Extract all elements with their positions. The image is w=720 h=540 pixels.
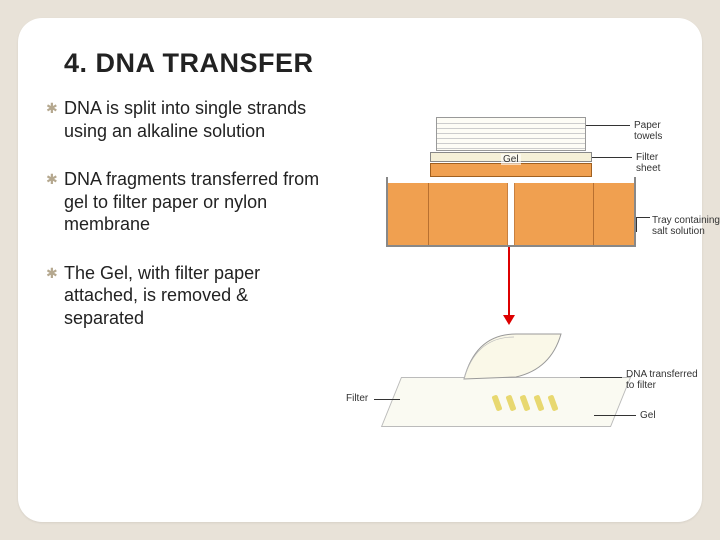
transfer-arrow [508, 247, 510, 317]
bullet-text: DNA fragments transferred from gel to fi… [64, 168, 326, 236]
bullet-icon: ✱ [46, 262, 64, 283]
label-tray: Tray containing salt solution [652, 215, 720, 237]
diagram-canvas: Gel Paper towels Filter sheet Tray conta… [336, 97, 674, 457]
center-support [507, 183, 515, 245]
bullet-text: DNA is split into single strands using a… [64, 97, 326, 142]
label-paper-towels: Paper towels [634, 120, 674, 142]
slide-card: 4. DNA TRANSFER ✱ DNA is split into sing… [18, 18, 702, 522]
transfer-arrow-head [503, 315, 515, 325]
list-item: ✱ The Gel, with filter paper attached, i… [46, 262, 326, 330]
gel-top-label: Gel [501, 154, 521, 165]
diagram: Gel Paper towels Filter sheet Tray conta… [336, 97, 674, 457]
list-item: ✱ DNA fragments transferred from gel to … [46, 168, 326, 236]
bullet-list: ✱ DNA is split into single strands using… [46, 97, 326, 457]
paper-towel-stack [436, 117, 586, 151]
slide-title: 4. DNA TRANSFER [64, 48, 674, 79]
bullet-text: The Gel, with filter paper attached, is … [64, 262, 326, 330]
bullet-icon: ✱ [46, 97, 64, 118]
label-filter-bottom: Filter [346, 393, 368, 404]
content-row: ✱ DNA is split into single strands using… [46, 97, 674, 457]
label-filter-sheet: Filter sheet [636, 152, 674, 174]
gel-peel-icon [456, 329, 566, 389]
list-item: ✱ DNA is split into single strands using… [46, 97, 326, 142]
tray [386, 177, 636, 247]
bullet-icon: ✱ [46, 168, 64, 189]
label-gel-bottom: Gel [640, 410, 656, 421]
label-dna-transfer: DNA transferred to filter [626, 369, 698, 391]
gel-layer-top [430, 163, 592, 177]
